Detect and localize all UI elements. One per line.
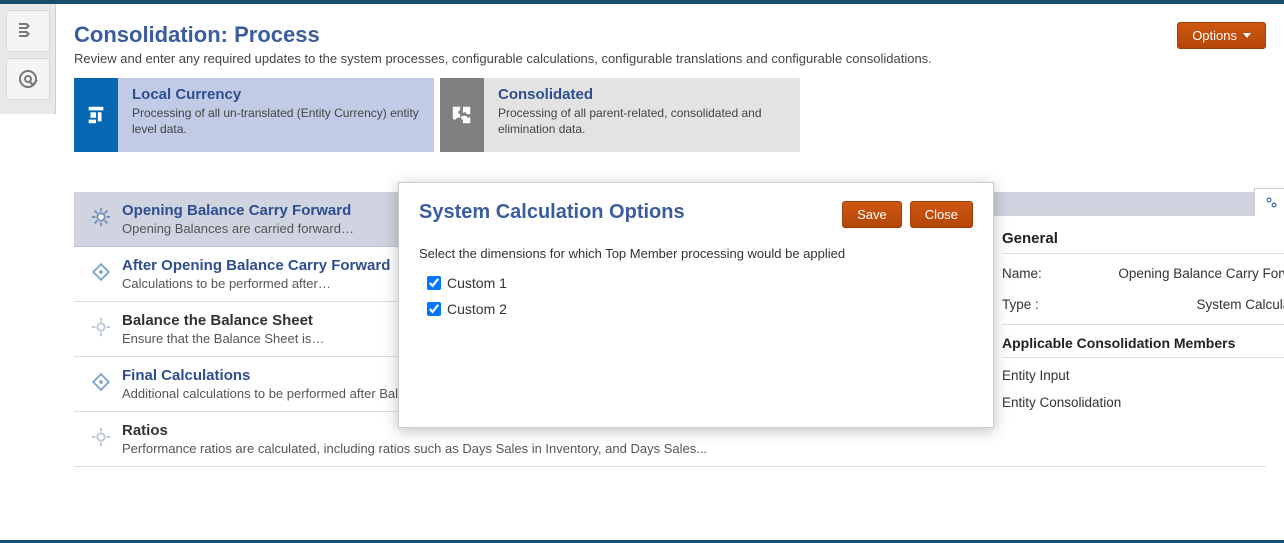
card-local-icon [74,78,118,152]
card-cons-icon [440,78,484,152]
tab-settings[interactable] [1254,188,1284,216]
main-content: Consolidation: Process Review and enter … [56,4,1284,540]
close-button[interactable]: Close [910,201,973,228]
diamond-icon [90,371,112,393]
options-label: Options [1192,28,1237,43]
card-cons-desc: Processing of all parent-related, consol… [498,105,786,137]
page-subtitle: Review and enter any required updates to… [74,51,932,66]
left-rail [0,4,56,114]
options-button[interactable]: Options [1177,22,1266,49]
card-local-currency[interactable]: Local Currency Processing of all un-tran… [74,78,434,152]
checkbox-label: Custom 2 [447,301,507,317]
card-cons-title: Consolidated [498,86,786,103]
general-heading: General [1002,230,1284,247]
merge-arrows-icon [16,19,40,43]
checkbox-custom1[interactable]: Custom 1 [427,275,973,291]
checkbox-input[interactable] [427,276,441,290]
rail-nav-btn-2[interactable] [6,58,50,100]
card-local-desc: Processing of all un-translated (Entity … [132,105,420,137]
modal-desc: Select the dimensions for which Top Memb… [419,246,973,261]
modal-title: System Calculation Options [419,201,685,224]
rail-nav-btn-1[interactable] [6,10,50,52]
card-consolidated[interactable]: Consolidated Processing of all parent-re… [440,78,800,152]
target-check-icon [16,67,40,91]
members-heading: Applicable Consolidation Members [1002,335,1284,351]
card-local-title: Local Currency [132,86,420,103]
gear-icon [90,206,112,228]
type-value: System Calculation [1196,297,1284,312]
save-button[interactable]: Save [842,201,902,228]
checkbox-label: Custom 1 [447,275,507,291]
checkbox-input[interactable] [427,302,441,316]
diamond-icon [90,261,112,283]
currency-icon [85,104,107,126]
system-calc-options-modal: System Calculation Options Save Close Se… [398,182,994,428]
chevron-down-icon [1243,33,1251,38]
details-panel: General Name: Opening Balance Carry Forw… [992,188,1284,426]
checkbox-custom2[interactable]: Custom 2 [427,301,973,317]
gears-icon [1264,195,1279,210]
row-desc: Performance ratios are calculated, inclu… [122,441,1260,456]
page-title: Consolidation: Process [74,22,932,48]
type-label: Type : [1002,297,1039,312]
name-label: Name: [1002,266,1042,281]
gear-icon [90,426,112,448]
puzzle-icon [451,104,473,126]
gear-icon [90,316,112,338]
member-item: Entity Input [1002,362,1284,389]
member-item: Entity Consolidation [1002,389,1284,416]
name-value: Opening Balance Carry Forward [1118,266,1284,281]
